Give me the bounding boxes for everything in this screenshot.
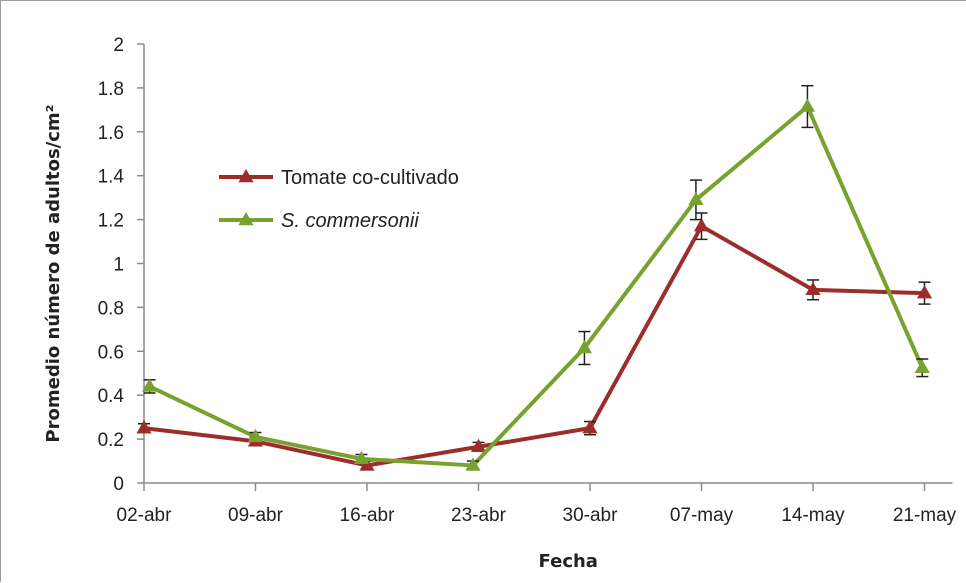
series-2 [141,84,930,471]
series-line [148,104,925,468]
legend-marker [238,212,254,226]
x-tick-label: 02-abr [117,505,173,526]
x-tick-label: 21-may [893,505,957,526]
data-point [799,98,816,112]
data-point [805,281,821,296]
axes: 0 0.2 0.4 0.6 0.8 1 1.2 1.4 1.6 1.8 2 02-abr 09-abr 1… [98,35,957,526]
x-axis-title: Fecha [539,551,598,572]
x-tick-label: 16-abr [340,505,396,526]
y-tick-label: 0.6 [98,342,124,363]
data-point [465,457,481,471]
y-tick-label: 1 [113,255,124,276]
x-tick-label: 14-may [781,505,845,526]
data-point [688,191,704,206]
data-point [914,359,930,373]
y-tick-label: 0 [113,474,124,495]
legend-label: Tomate co-cultivado [281,167,459,189]
data-point [141,378,158,392]
data-point [470,438,487,452]
legend: Tomate co-cultivado S. commersonii [219,167,459,232]
y-tick-label: 1.2 [98,211,124,232]
y-tick-label: 0.2 [98,430,124,451]
data-point [247,428,264,443]
legend-marker [238,169,254,183]
series-1 [136,212,933,471]
series-layer [136,84,933,471]
legend-label: S. commersonii [281,210,419,232]
x-tick-label: 09-abr [228,505,284,526]
x-tick-label: 23-abr [451,505,507,526]
data-point [576,340,593,354]
y-tick-label: 1.4 [98,167,125,188]
y-tick-label: 0.4 [98,386,125,407]
y-tick-label: 1.8 [98,79,124,100]
data-point [693,218,710,232]
y-tick-label: 0.8 [98,298,124,319]
data-point [582,420,598,434]
x-tick-label: 30-abr [563,505,619,526]
x-tick-label: 07-may [670,505,734,526]
data-point [353,450,370,465]
data-point [136,420,152,434]
y-tick-label: 1.6 [98,123,124,144]
y-axis-title: Promedio número de adultos/cm² [43,104,64,442]
y-tick-label: 2 [113,35,124,56]
data-point [916,285,933,299]
series-line [143,224,925,468]
